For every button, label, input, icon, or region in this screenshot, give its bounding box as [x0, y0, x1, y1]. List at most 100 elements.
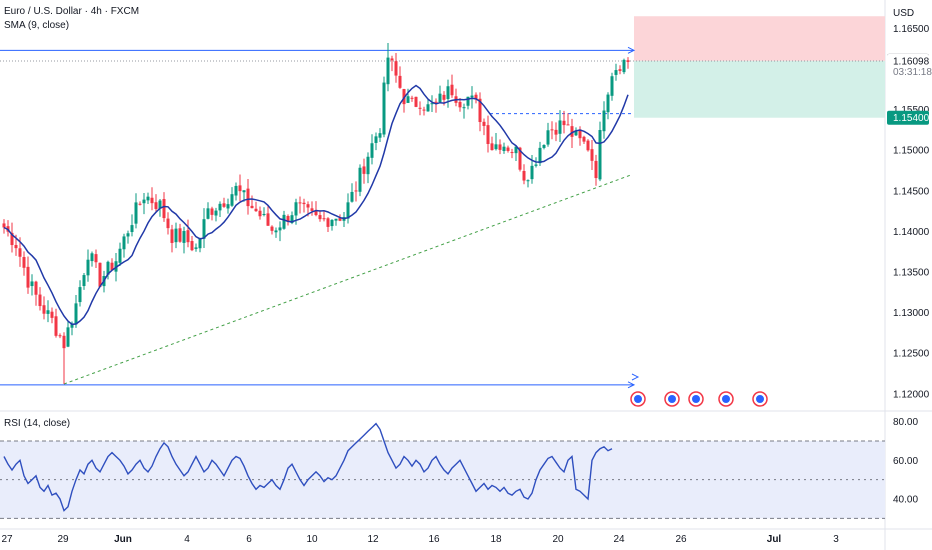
candle-body[interactable]	[194, 247, 198, 249]
candle-body[interactable]	[438, 93, 442, 103]
candle-body[interactable]	[418, 107, 422, 109]
candle-body[interactable]	[258, 210, 262, 217]
candle-body[interactable]	[338, 218, 342, 221]
candle-body[interactable]	[466, 96, 470, 106]
candle-body[interactable]	[318, 215, 322, 220]
candle-body[interactable]	[186, 230, 190, 243]
candle-body[interactable]	[602, 110, 606, 132]
candle-body[interactable]	[502, 146, 506, 152]
entry-zone[interactable]	[634, 60, 885, 118]
candle-body[interactable]	[234, 185, 238, 196]
candle-body[interactable]	[578, 129, 582, 139]
stop-loss-zone[interactable]	[634, 16, 885, 61]
candle-body[interactable]	[610, 76, 614, 96]
support-trendline[interactable]	[63, 174, 633, 385]
candle-body[interactable]	[398, 75, 402, 88]
candle-body[interactable]	[178, 228, 182, 242]
price-badge[interactable]	[887, 110, 929, 125]
candle-body[interactable]	[174, 228, 178, 243]
candle-body[interactable]	[618, 69, 622, 71]
candle-body[interactable]	[558, 120, 562, 134]
candle-body[interactable]	[198, 238, 202, 249]
candle-body[interactable]	[62, 335, 66, 349]
candle-body[interactable]	[550, 129, 554, 131]
rsi-line[interactable]	[3, 422, 613, 512]
candle-body[interactable]	[430, 103, 434, 105]
candle-body[interactable]	[510, 152, 514, 154]
candle-body[interactable]	[482, 121, 486, 126]
candle-body[interactable]	[446, 86, 450, 99]
candle-body[interactable]	[10, 232, 14, 246]
candle-body[interactable]	[442, 94, 446, 100]
candle-body[interactable]	[166, 218, 170, 229]
candle-body[interactable]	[626, 60, 630, 62]
candle-body[interactable]	[230, 194, 234, 206]
price-scale-panel[interactable]	[885, 0, 932, 550]
candle-body[interactable]	[522, 170, 526, 181]
candle-body[interactable]	[162, 199, 166, 219]
candle-body[interactable]	[190, 241, 194, 251]
candle-body[interactable]	[298, 202, 302, 204]
candle-body[interactable]	[238, 185, 242, 192]
candle-body[interactable]	[486, 125, 490, 144]
candle-body[interactable]	[282, 214, 286, 229]
candle-body[interactable]	[150, 197, 154, 204]
candle-body[interactable]	[390, 58, 394, 61]
candle-body[interactable]	[366, 156, 370, 175]
candle-body[interactable]	[22, 257, 26, 268]
candle-body[interactable]	[118, 248, 122, 263]
candle-body[interactable]	[86, 259, 90, 276]
candle-body[interactable]	[90, 253, 94, 262]
candle-body[interactable]	[370, 143, 374, 158]
candle-body[interactable]	[50, 311, 54, 318]
candle-body[interactable]	[358, 167, 362, 192]
candle-body[interactable]	[2, 223, 6, 228]
candle-body[interactable]	[426, 104, 430, 112]
candle-body[interactable]	[130, 225, 134, 233]
candle-body[interactable]	[462, 107, 466, 109]
candle-body[interactable]	[590, 149, 594, 161]
candle-body[interactable]	[534, 164, 538, 166]
candle-body[interactable]	[138, 203, 142, 205]
candle-body[interactable]	[414, 96, 418, 107]
candle-body[interactable]	[362, 166, 366, 174]
candle-body[interactable]	[614, 70, 618, 75]
candle-body[interactable]	[246, 188, 250, 207]
candle-body[interactable]	[374, 136, 378, 143]
candle-body[interactable]	[210, 208, 214, 215]
candle-body[interactable]	[270, 226, 274, 231]
candle-body[interactable]	[58, 335, 62, 337]
candle-body[interactable]	[122, 236, 126, 250]
candle-body[interactable]	[254, 208, 258, 212]
candle-body[interactable]	[514, 146, 518, 154]
candle-body[interactable]	[250, 205, 254, 209]
candle-body[interactable]	[170, 229, 174, 243]
candle-body[interactable]	[450, 84, 454, 96]
candle-body[interactable]	[46, 310, 50, 314]
candle-body[interactable]	[262, 213, 266, 215]
candle-body[interactable]	[330, 219, 334, 227]
candle-body[interactable]	[66, 327, 70, 347]
candle-body[interactable]	[146, 196, 150, 201]
candle-body[interactable]	[530, 165, 534, 180]
candle-body[interactable]	[606, 94, 610, 113]
candle-body[interactable]	[586, 140, 590, 151]
candle-body[interactable]	[38, 294, 42, 307]
candle-body[interactable]	[410, 97, 414, 99]
candle-body[interactable]	[218, 203, 222, 211]
candle-body[interactable]	[34, 281, 38, 295]
candle-body[interactable]	[594, 160, 598, 179]
candle-body[interactable]	[434, 101, 438, 103]
candle-body[interactable]	[402, 89, 406, 105]
candle-body[interactable]	[106, 261, 110, 275]
candle-body[interactable]	[142, 199, 146, 204]
candle-body[interactable]	[494, 144, 498, 150]
candle-body[interactable]	[74, 303, 78, 325]
candle-body[interactable]	[310, 208, 314, 211]
candle-body[interactable]	[326, 218, 330, 227]
candle-body[interactable]	[110, 262, 114, 271]
candle-body[interactable]	[334, 218, 338, 221]
candle-body[interactable]	[154, 202, 158, 209]
candle-body[interactable]	[290, 215, 294, 223]
candle-body[interactable]	[226, 204, 230, 209]
